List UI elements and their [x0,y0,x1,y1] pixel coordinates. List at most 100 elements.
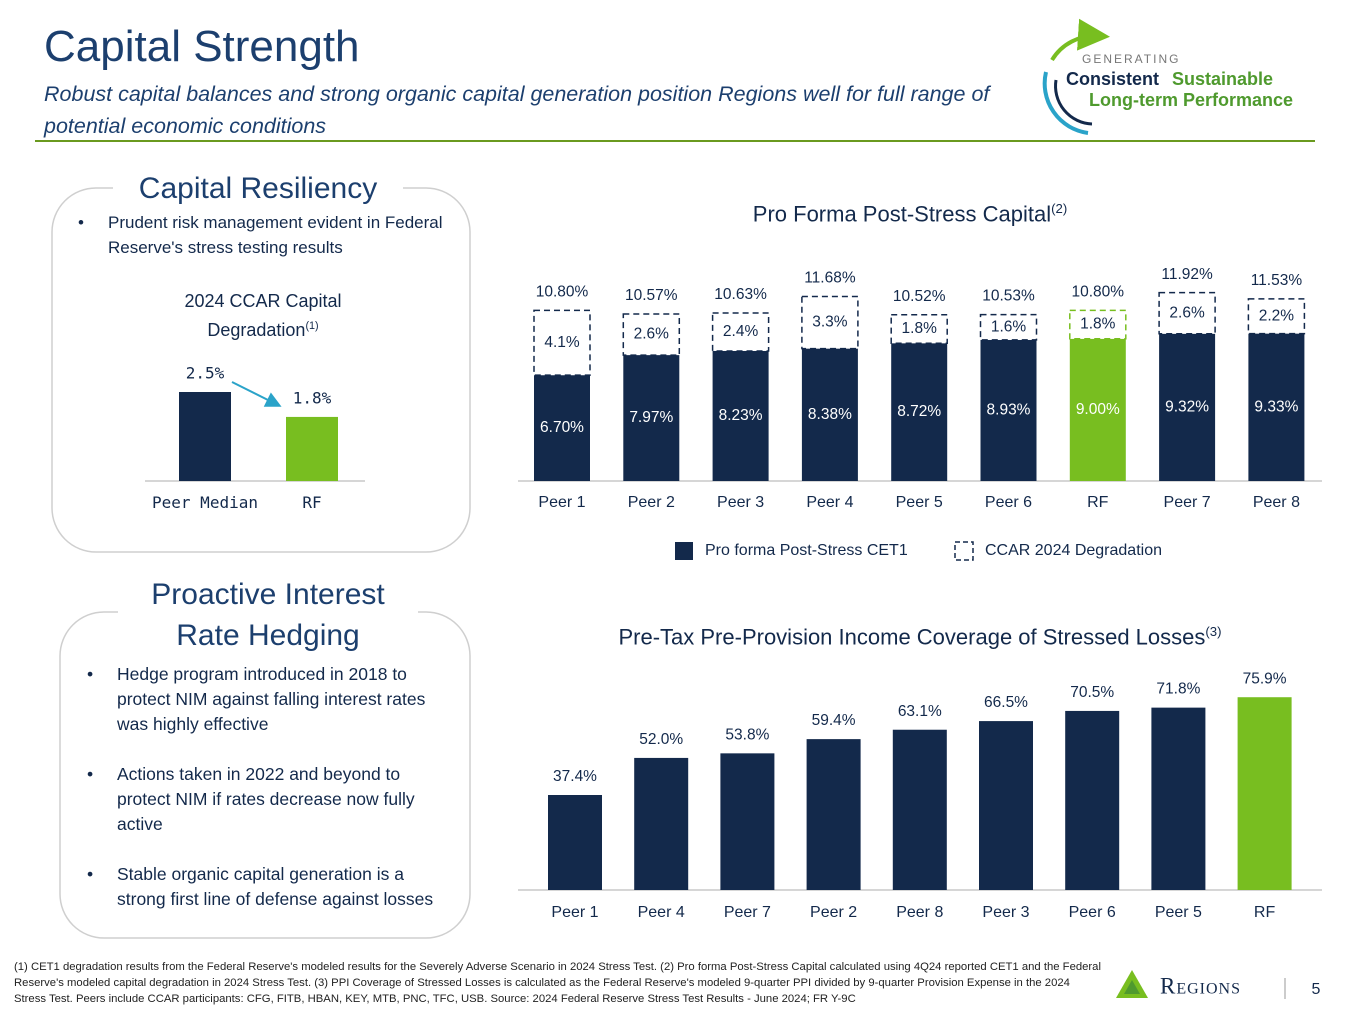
value-label: 52.0% [639,731,683,748]
logo-word: Sustainable [1172,69,1273,89]
value-label: 9.00% [1076,401,1120,418]
value-label: 9.33% [1254,398,1298,415]
total-label: 11.92% [1161,266,1213,283]
legend-label: CCAR 2024 Degradation [985,542,1162,559]
dashed-segment [1158,291,1216,335]
bar [1151,707,1206,890]
bar [892,729,947,890]
x-tick-label: Peer 6 [1068,904,1116,921]
value-label: 63.1% [898,703,942,720]
dashed-segment [979,313,1038,341]
dashed-segment [711,312,770,352]
logo-kicker: GENERATING [1082,52,1180,66]
footnote-ref: (1) [305,320,319,332]
value-label: 2.4% [723,323,759,340]
bar-segment [801,348,858,481]
bar-segment [712,350,769,481]
bullet: Prudent risk management evident in Feder… [78,210,453,260]
dashed-segment [1069,309,1127,340]
bar-segment [534,375,590,481]
value-label: 1.6% [991,318,1027,335]
dashed-segment [890,314,948,344]
bar-segment [980,339,1037,481]
bullet: Hedge program introduced in 2018 to prot… [87,662,452,737]
value-label: 8.72% [897,403,941,420]
bar [720,753,775,890]
legend-label: Pro forma Post-Stress CET1 [705,542,908,559]
dashed-segment [533,309,591,376]
total-label: 10.53% [982,288,1035,305]
value-label: 4.1% [544,334,580,351]
value-label: 2.2% [1259,307,1295,324]
x-tick-label: Peer 8 [1252,494,1300,511]
footnote: (1) CET1 degradation results from the Fe… [14,961,1101,1005]
chart-title: 2024 CCAR Capital Degradation(1) [153,289,373,343]
value-label: 70.5% [1070,684,1114,701]
title: Capital Strength [44,22,360,71]
bar [979,721,1033,890]
x-tick-label: Peer 7 [723,904,771,921]
value-label: 2.5% [186,364,225,383]
total-label: 11.53% [1251,272,1303,289]
logo-mark [1042,18,1110,135]
bar-segment [623,355,680,481]
value-label: 2.6% [1169,304,1205,321]
chart-title: Pre-Tax Pre-Provision Income Coverage of… [540,617,1300,652]
value-label: 1.8% [902,320,938,337]
chart-title-text: Pre-Tax Pre-Provision Income Coverage of… [618,624,1206,650]
chart-title: Pro Forma Post-Stress Capital(2) [560,194,1260,229]
x-tick-label: RF [302,493,322,512]
total-label: 10.57% [625,287,678,304]
x-tick-label: Peer 7 [1163,494,1211,511]
x-tick-label: Peer 5 [895,494,943,511]
value-label: 8.38% [808,406,852,423]
bar [806,739,861,890]
bar-segment [1248,333,1305,481]
value-label: 59.4% [812,712,856,729]
x-tick-label: Peer 3 [982,904,1030,921]
logo-line: Long-term Performance [1089,90,1293,110]
value-label: 1.8% [1080,316,1116,333]
bar [548,795,602,890]
value-label: 8.23% [719,407,763,424]
dashed-segment [1247,298,1306,335]
total-label: 10.63% [714,286,767,303]
page-number: 5 [1312,981,1321,998]
panel-heading: Capital Resiliency [113,168,403,209]
x-tick-label: Peer Median [152,493,258,512]
bar [1237,697,1292,890]
legend-swatch [954,541,974,561]
value-label: 75.9% [1243,670,1287,687]
value-label: 53.8% [725,726,769,743]
bar [1065,710,1120,890]
brand-icon [1124,980,1140,994]
subtitle: Robust capital balances and strong organ… [44,82,990,138]
x-tick-label: RF [1087,494,1109,511]
total-label: 10.52% [893,288,946,305]
legend-swatch [675,542,693,560]
value-label: 8.93% [987,402,1031,419]
bullet-list: Hedge program introduced in 2018 to prot… [87,662,452,937]
value-label: 37.4% [553,768,597,785]
footnote-ref: (3) [1205,624,1222,639]
value-label: 2.6% [634,326,670,343]
dashed-segment [801,295,859,350]
bar-segment [1069,338,1126,481]
x-tick-label: Peer 4 [637,904,685,921]
value-label: 7.97% [629,409,673,426]
logo-word: Consistent [1066,69,1159,89]
bar [286,416,338,481]
brand-name: Regions [1160,973,1241,998]
bar [634,757,689,890]
total-label: 11.68% [804,270,856,287]
x-tick-label: Peer 1 [538,494,586,511]
x-tick-label: Peer 8 [896,904,944,921]
bullet: Stable organic capital generation is a s… [87,862,452,912]
x-tick-label: Peer 2 [810,904,858,921]
total-label: 10.80% [1072,283,1125,300]
x-tick-label: Peer 3 [717,494,765,511]
x-tick-label: RF [1253,904,1276,921]
arrow [231,381,282,407]
x-tick-label: Peer 5 [1154,904,1202,921]
x-tick-label: Peer 6 [984,494,1033,511]
